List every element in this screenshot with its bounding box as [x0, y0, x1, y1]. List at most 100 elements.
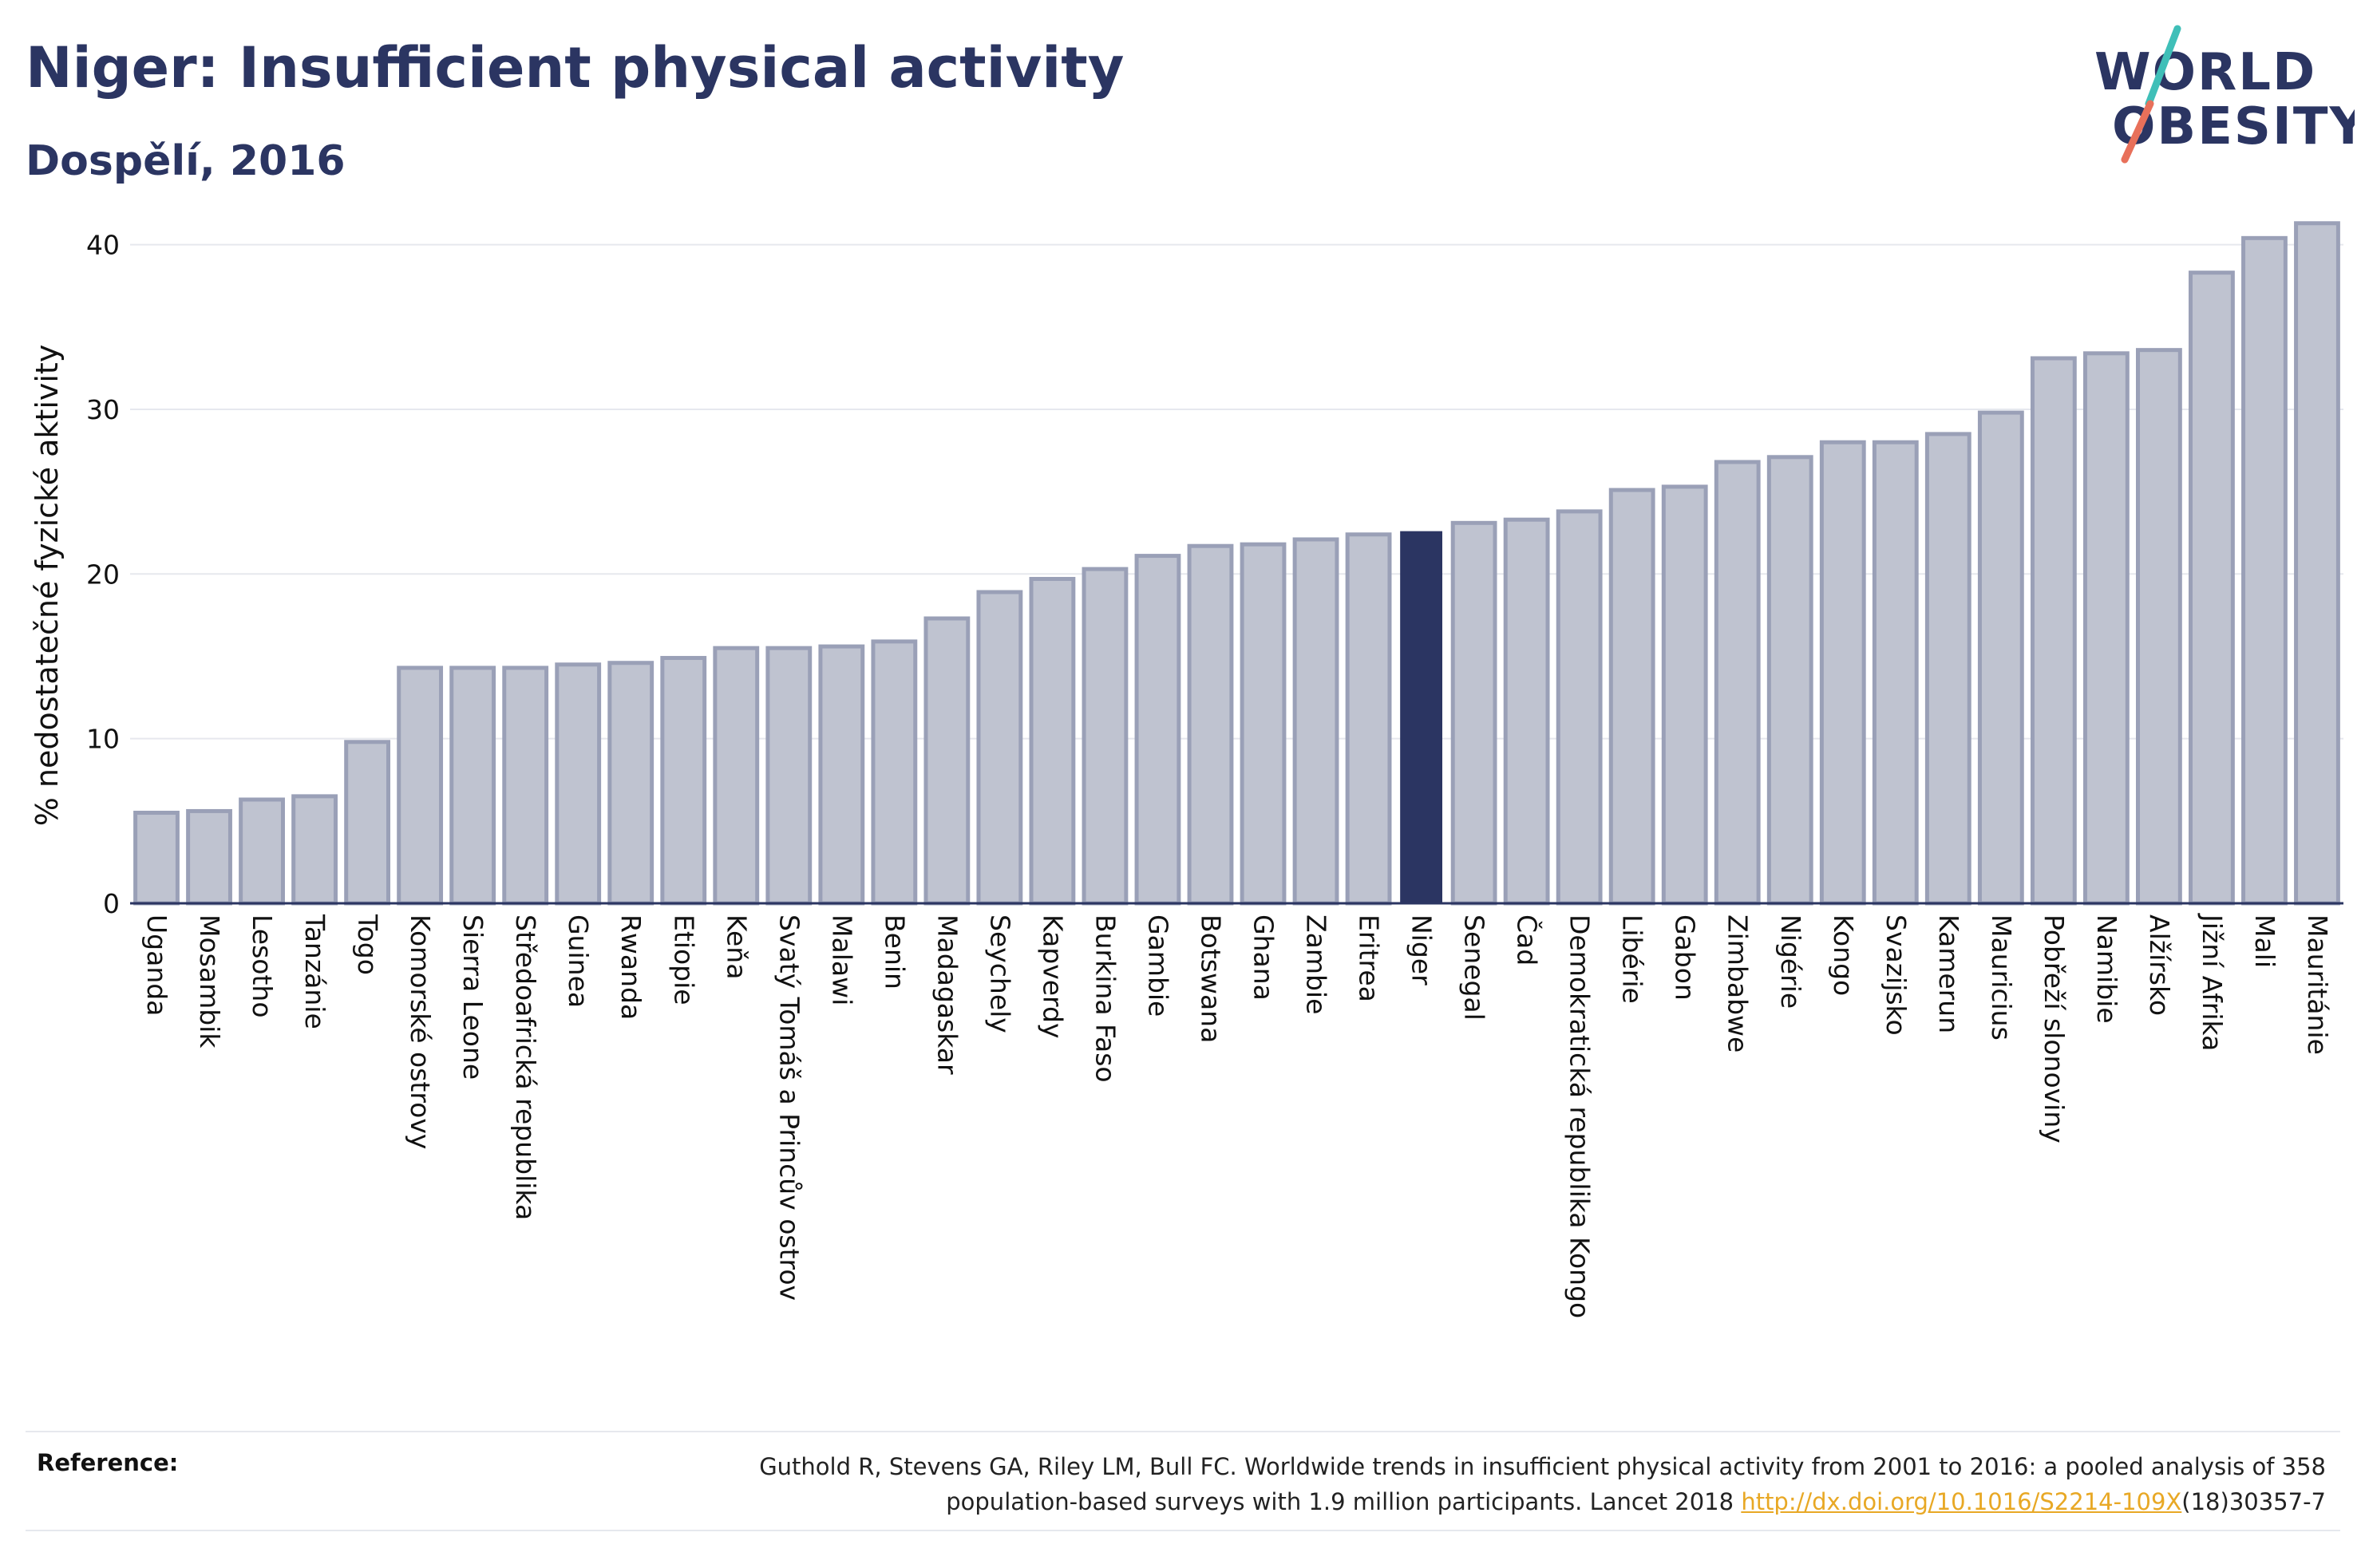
x-tick-label: Seychely [984, 914, 1015, 1033]
x-tick-label: Kamerun [1933, 914, 1964, 1033]
reference-line-1: Guthold R, Stevens GA, Riley LM, Bull FC… [759, 1453, 2326, 1480]
bar-madagaskar [923, 616, 971, 906]
bar-niger [1400, 531, 1442, 903]
x-tick-label: Kongo [1828, 914, 1859, 996]
bar-gambie [1134, 554, 1181, 906]
logo-slash-coral [2121, 100, 2154, 164]
bar-demokratická-republika-kongo [1556, 509, 1603, 906]
x-tick-label: Benin [879, 914, 910, 989]
bar-namibie [2082, 351, 2130, 906]
bar-senegal [1450, 520, 1497, 906]
x-tick-label: Malawi [826, 914, 857, 1005]
x-tick-label: Botswana [1195, 914, 1226, 1043]
x-tick-label: Ghana [1248, 914, 1279, 1001]
bar-keňa [713, 646, 760, 906]
footer-divider-bottom [26, 1530, 2340, 1531]
x-tick-label: Mali [2249, 914, 2280, 968]
bar-chart: 0 10 20 30 40 Uganda Mosambik Lesotho Tanzánie T… [30, 221, 2343, 1318]
x-tick-label: Jižní Afrika [2197, 913, 2228, 1051]
x-tick-label: Togo [352, 914, 383, 975]
x-tick-label: Uganda [141, 914, 172, 1016]
x-tick-labels: Uganda Mosambik Lesotho Tanzánie Togo Komorsk… [141, 913, 2333, 1318]
footer-divider-top [26, 1431, 2340, 1432]
bar-uganda [133, 811, 180, 906]
bar-eritrea [1345, 532, 1392, 906]
bar-libérie [1608, 488, 1655, 906]
x-tick-label: Demokratická republika Kongo [1564, 914, 1596, 1318]
x-tick-label: Rwanda [615, 914, 647, 1020]
x-tick-label: Gambie [1142, 914, 1173, 1017]
logo-word-world: WORLD [2094, 43, 2316, 102]
x-tick-label: Kapverdy [1037, 914, 1068, 1039]
y-tick-label: 10 [86, 724, 120, 755]
bar-togo [344, 740, 391, 906]
bar-tanzánie [291, 794, 338, 906]
x-tick-label: Středoafrická republika [510, 914, 541, 1220]
x-tick-label: Namibie [2091, 914, 2122, 1024]
x-tick-label: Sierra Leone [457, 914, 488, 1080]
bar-zimbabwe [1714, 460, 1761, 906]
x-tick-label: Tanzánie [299, 914, 330, 1029]
x-tick-label: Svazijsko [1880, 914, 1912, 1036]
x-tick-label: Eritrea [1354, 914, 1385, 1002]
bar-lesotho [239, 797, 285, 906]
bar-mosambik [186, 808, 232, 906]
bar-guinea [555, 662, 602, 906]
reference-line-2: population-based surveys with 1.9 millio… [506, 1484, 2326, 1519]
bar-mauricius [1977, 410, 2024, 906]
reference-line-2-start: population-based surveys with 1.9 millio… [946, 1488, 1742, 1515]
bar-mali [2241, 235, 2288, 906]
bar-kapverdy [1029, 576, 1076, 906]
bar-jižní-afrika [2189, 271, 2235, 906]
x-tick-label: Mauricius [1986, 914, 2017, 1041]
bar-seychely [976, 590, 1023, 906]
reference-doi-link[interactable]: http://dx.doi.org/10.1016/S2214-109X [1741, 1488, 2182, 1515]
bar-svatý-tomáš-a-princův-ostrov [765, 646, 813, 906]
x-tick-label: Keňa [721, 914, 752, 979]
x-tick-label: Madagaskar [931, 914, 963, 1075]
bar-kongo [1819, 440, 1866, 906]
reference-text: Guthold R, Stevens GA, Riley LM, Bull FC… [506, 1449, 2326, 1519]
bar-benin [871, 639, 918, 906]
bar-sierra-leone [449, 666, 496, 906]
bar-burkina-faso [1082, 567, 1129, 906]
logo-slash-teal [2145, 25, 2181, 108]
y-tick-label: 20 [86, 559, 120, 590]
x-tick-label: Pobřeží slonoviny [2039, 914, 2070, 1143]
x-tick-label: Alžírsko [2144, 914, 2175, 1016]
bar-etiopie [660, 656, 707, 906]
bar-malawi [818, 644, 865, 906]
x-tick-label: Čad [1512, 914, 1544, 966]
x-tick-label: Gabon [1670, 914, 1701, 1001]
bar-svazijsko [1872, 440, 1919, 906]
y-tick-label: 30 [86, 394, 120, 425]
bar-zambie [1292, 537, 1339, 906]
bar-botswana [1187, 543, 1234, 906]
bar-komorské-ostrovy [397, 666, 444, 906]
x-tick-label: Nigérie [1775, 914, 1806, 1009]
chart-title: Niger: Insufficient physical activity [26, 35, 1125, 101]
bar-rwanda [607, 661, 655, 906]
y-tick-label: 0 [103, 888, 120, 919]
x-tick-label: Svatý Tomáš a Princův ostrov [773, 914, 805, 1301]
bars [133, 221, 2340, 906]
bar-čad [1503, 517, 1550, 906]
chart-subtitle: Dospělí, 2016 [26, 137, 346, 185]
world-obesity-logo: WORLD OBESITY [2094, 25, 2355, 164]
x-tick-label: Senegal [1459, 914, 1490, 1021]
x-tick-label: Niger [1406, 914, 1438, 985]
bar-pobřeží-slonoviny [2030, 356, 2077, 906]
x-tick-label: Libérie [1617, 914, 1648, 1004]
x-tick-label: Etiopie [668, 914, 699, 1005]
x-tick-label: Zimbabwe [1722, 914, 1754, 1053]
reference-line-2-end: (18)30357-7 [2181, 1488, 2326, 1515]
x-tick-label: Mauritánie [2302, 914, 2333, 1055]
bar-mauritánie [2294, 221, 2340, 906]
x-tick-label: Zambie [1301, 914, 1332, 1014]
bar-gabon [1661, 484, 1708, 906]
bar-alžírsko [2136, 348, 2182, 906]
x-tick-label: Komorské ostrovy [405, 914, 436, 1149]
x-tick-label: Mosambik [194, 914, 225, 1049]
bar-kamerun [1924, 432, 1971, 906]
x-tick-label: Lesotho [247, 914, 278, 1018]
